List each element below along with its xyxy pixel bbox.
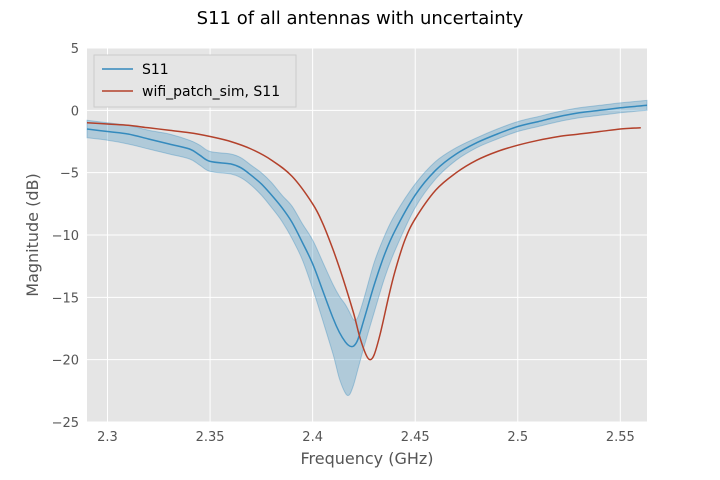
x-tick-labels: 2.3 2.35 2.4 2.45 2.5 2.55 [97,430,635,445]
y-tick-label: −20 [52,354,79,369]
x-tick-label: 2.55 [606,430,635,445]
x-axis-label: Frequency (GHz) [300,449,433,468]
chart-title: S11 of all antennas with uncertainty [197,8,524,29]
legend-label-s11: S11 [142,62,169,78]
legend-box [93,54,297,108]
y-tick-label: −5 [60,167,79,182]
x-tick-label: 2.5 [507,430,528,445]
uncertainty-band-s11 [86,99,648,397]
y-tick-labels: 5 0 −5 −10 −15 −20 −25 [52,42,79,431]
legend-label-wifi-patch-sim: wifi_patch_sim, S11 [142,84,280,100]
y-tick-label: −15 [52,291,79,306]
y-tick-label: −10 [52,229,79,244]
x-tick-label: 2.35 [196,430,225,445]
uncertainty-bands [86,99,648,397]
legend: S11 wifi_patch_sim, S11 [93,54,297,108]
series-lines [86,104,648,361]
y-tick-label: 5 [71,42,79,57]
y-tick-label: −25 [52,416,79,431]
series-line-wifi-patch-sim-s11 [86,122,641,361]
y-tick-label: 0 [71,104,79,119]
gridlines [87,47,647,423]
series-line-s11 [86,104,648,348]
x-tick-label: 2.45 [401,430,430,445]
x-tick-label: 2.3 [97,430,118,445]
y-axis-label: Magnitude (dB) [23,173,42,296]
x-tick-label: 2.4 [302,430,323,445]
